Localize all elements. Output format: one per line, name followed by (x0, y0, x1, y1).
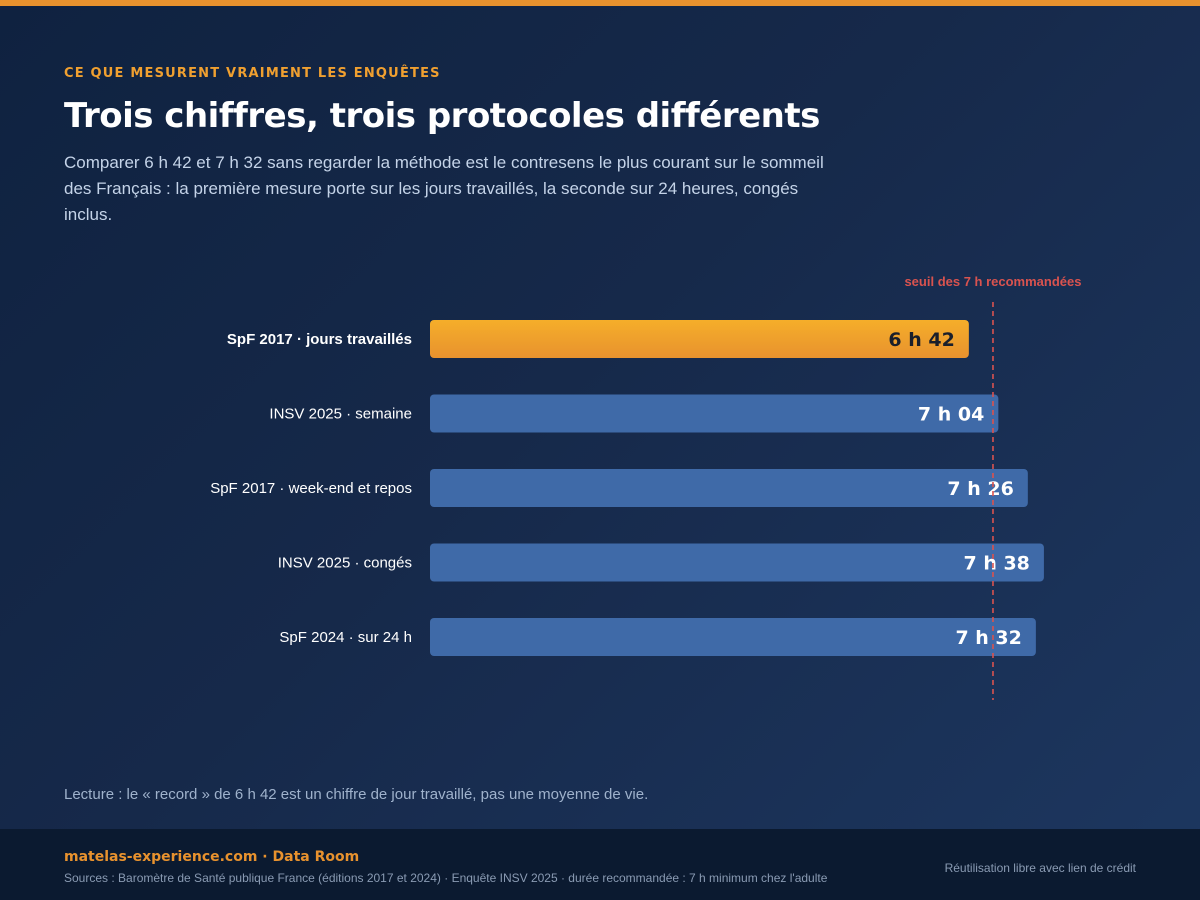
eyebrow: CE QUE MESURENT VRAIMENT LES ENQUÊTES (64, 66, 441, 81)
bar-5 (430, 618, 1036, 656)
value-label: 6 h 42 (888, 329, 954, 351)
bar-1 (430, 320, 969, 358)
page-title: Trois chiffres, trois protocoles différe… (64, 96, 820, 136)
category-label: INSV 2025 · congés (278, 555, 412, 572)
top-accent-bar (0, 0, 1200, 6)
footer-brand: matelas-experience.com · Data Room (64, 849, 360, 865)
bar-3 (430, 469, 1028, 507)
footer-sources: Sources : Baromètre de Santé publique Fr… (64, 871, 828, 885)
reading-note: Lecture : le « record » de 6 h 42 est un… (64, 786, 649, 803)
footer-license: Réutilisation libre avec lien de crédit (944, 861, 1136, 875)
bar-4 (430, 543, 1044, 582)
value-label: 7 h 04 (918, 404, 984, 426)
bar-2 (430, 394, 999, 433)
category-label: SpF 2017 · week-end et repos (210, 480, 412, 497)
subtitle: Comparer 6 h 42 et 7 h 32 sans regarder … (64, 153, 824, 224)
category-label: SpF 2024 · sur 24 h (279, 629, 412, 646)
category-label: SpF 2017 · jours travaillés (227, 331, 412, 348)
value-label: 7 h 38 (963, 553, 1029, 575)
value-label: 7 h 32 (955, 627, 1021, 649)
footer: matelas-experience.com · Data Room Sourc… (0, 829, 1200, 900)
reference-label: seuil des 7 h recommandées (904, 274, 1081, 289)
value-label: 7 h 26 (947, 478, 1013, 500)
category-label: INSV 2025 · semaine (269, 406, 412, 423)
